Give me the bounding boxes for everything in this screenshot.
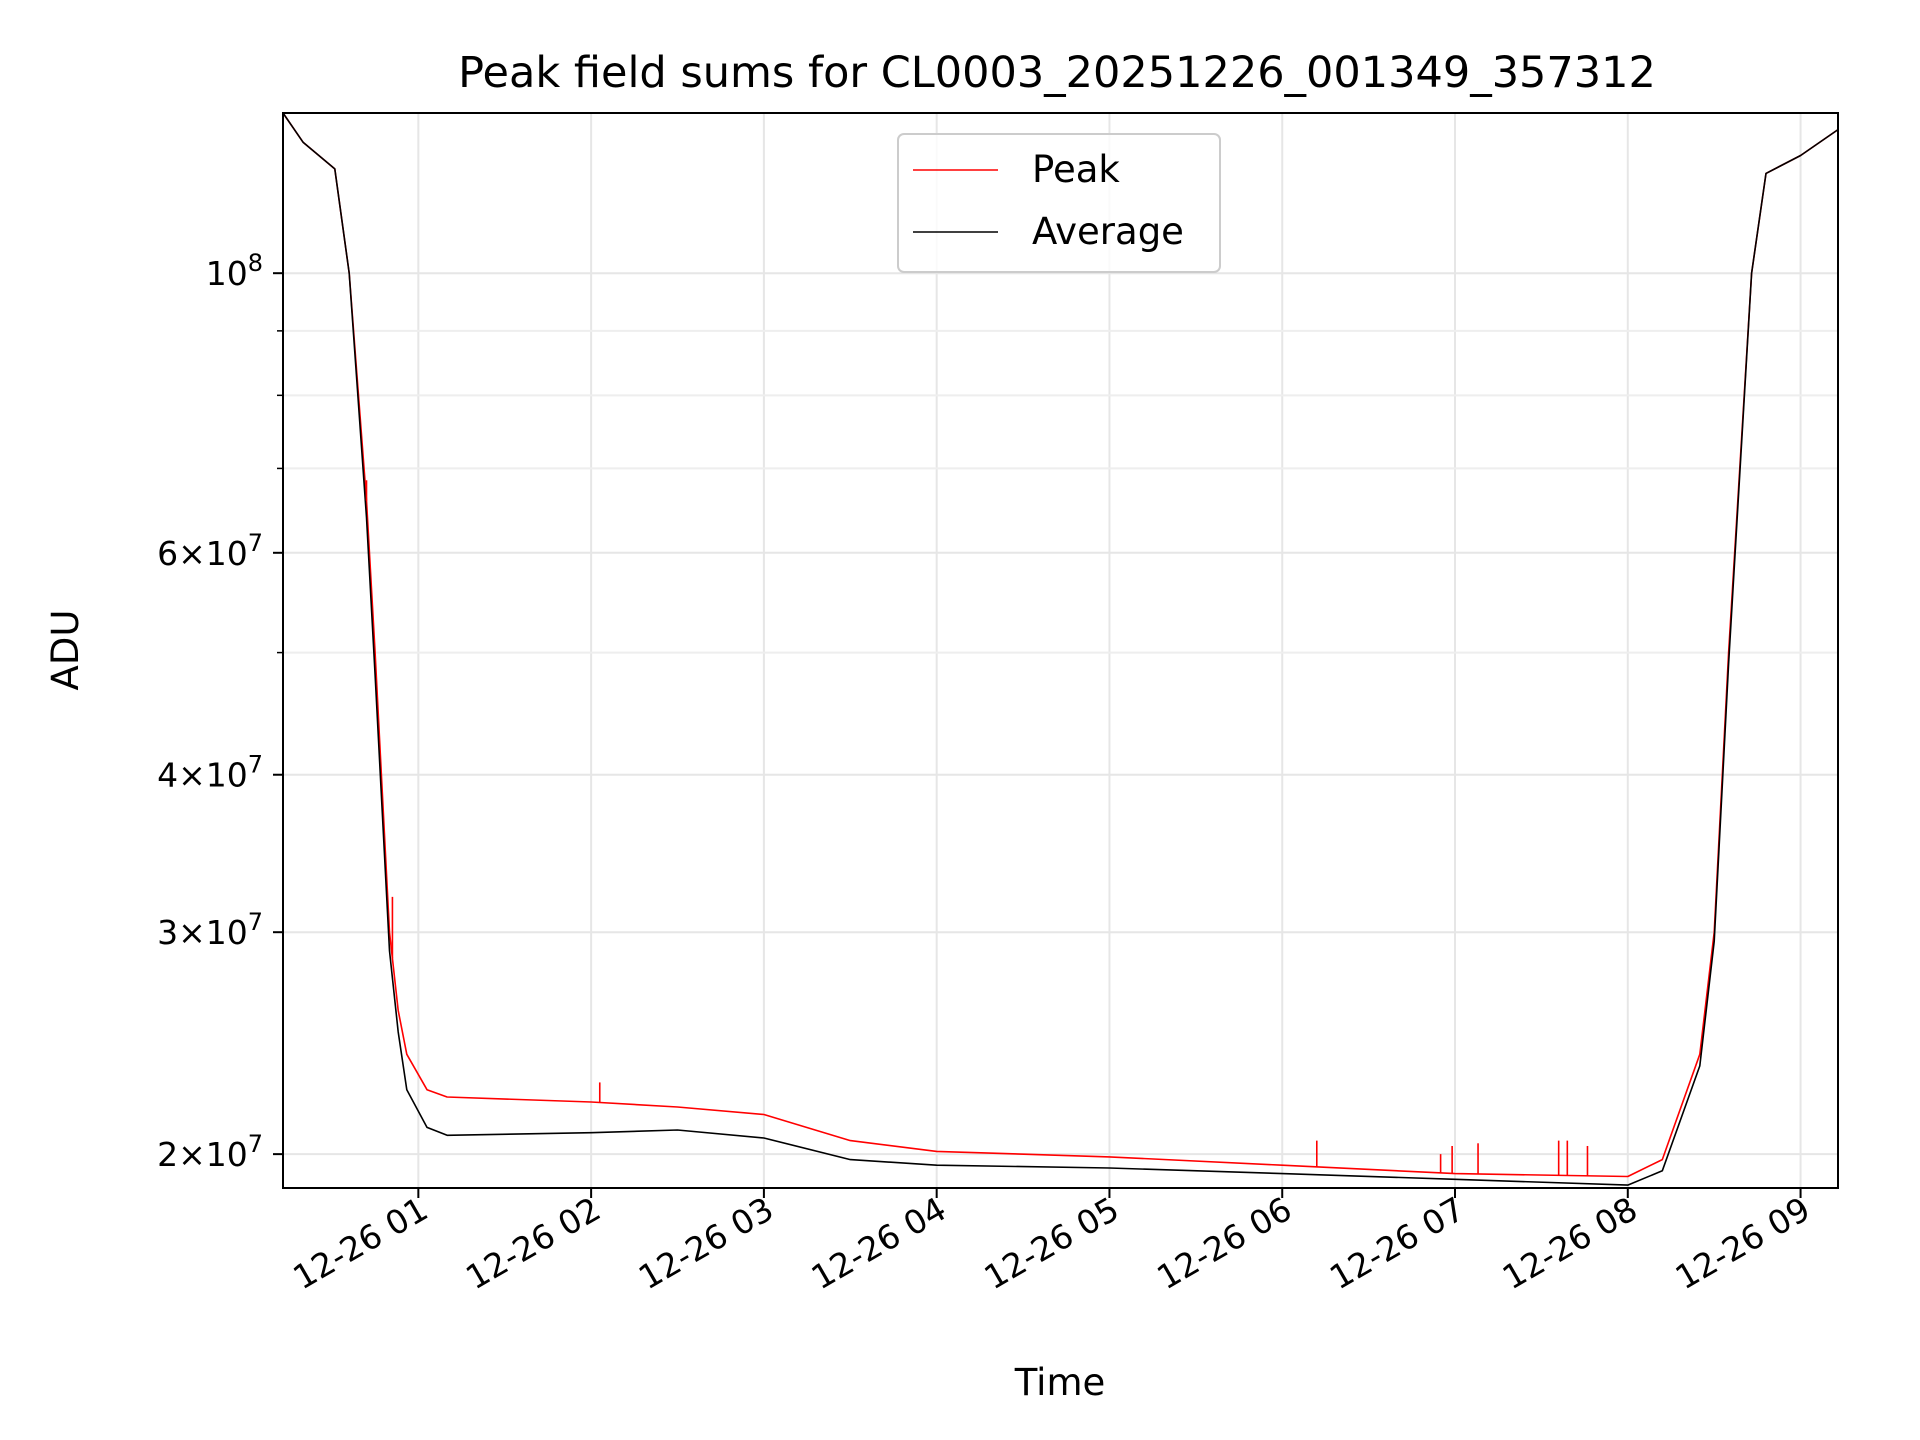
plot-frame <box>282 112 1839 1189</box>
legend-label-peak: Peak <box>1032 148 1120 191</box>
legend-label-average: Average <box>1032 210 1184 253</box>
series-line-average <box>282 112 1839 1186</box>
y-tick-label: 4×107 <box>157 751 263 795</box>
legend-box <box>897 133 1221 273</box>
y-axis-label: ADU <box>44 610 87 691</box>
y-tick-label: 3×107 <box>157 908 263 952</box>
legend: Peak Average <box>897 133 1221 273</box>
plot-area <box>282 112 1839 1186</box>
chart-title: Peak field sums for CL0003_20251226_0013… <box>458 48 1656 98</box>
grid <box>283 113 1838 1188</box>
y-tick-label: 2×107 <box>157 1130 263 1174</box>
y-tick-label: 6×107 <box>157 529 263 573</box>
x-axis-label: Time <box>1014 1361 1106 1404</box>
